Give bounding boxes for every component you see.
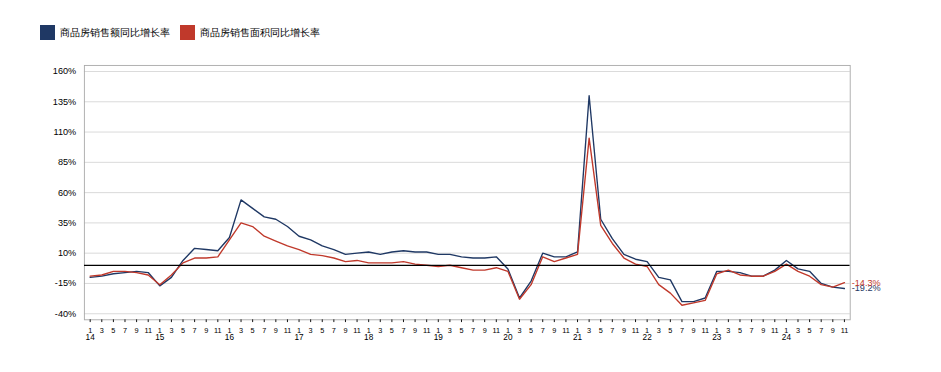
svg-text:160%: 160% (53, 66, 76, 76)
svg-text:9: 9 (761, 326, 765, 335)
svg-text:7: 7 (819, 326, 823, 335)
svg-text:5: 5 (529, 326, 533, 335)
svg-text:3: 3 (448, 326, 452, 335)
svg-text:24: 24 (782, 333, 792, 342)
svg-text:23: 23 (712, 333, 722, 342)
svg-text:7: 7 (680, 326, 684, 335)
svg-text:5: 5 (181, 326, 185, 335)
svg-text:5: 5 (320, 326, 324, 335)
svg-text:3: 3 (309, 326, 313, 335)
svg-text:5: 5 (251, 326, 255, 335)
svg-text:9: 9 (413, 326, 417, 335)
svg-text:5: 5 (599, 326, 603, 335)
svg-text:1: 1 (714, 326, 719, 336)
svg-text:22: 22 (643, 333, 653, 342)
svg-text:85%: 85% (58, 157, 76, 167)
svg-text:10%: 10% (58, 248, 76, 258)
svg-text:1: 1 (88, 326, 93, 336)
svg-text:135%: 135% (53, 97, 76, 107)
html-text:商品房销售额同比增长率: 商品房销售额同比增长率 (60, 25, 170, 39)
svg-text:3: 3 (239, 326, 243, 335)
svg-text:7: 7 (401, 326, 405, 335)
svg-text:9: 9 (552, 326, 556, 335)
svg-text:11: 11 (771, 326, 779, 335)
svg-text:19: 19 (434, 333, 444, 342)
svg-text:11: 11 (423, 326, 431, 335)
svg-text:110%: 110% (53, 127, 76, 137)
svg-text:1: 1 (575, 326, 580, 336)
svg-text:1: 1 (645, 326, 650, 336)
svg-text:1: 1 (366, 326, 371, 336)
svg-text:-14.3%: -14.3% (852, 278, 881, 288)
svg-text:9: 9 (831, 326, 835, 335)
svg-text:7: 7 (471, 326, 475, 335)
svg-text:11: 11 (284, 326, 292, 335)
svg-text:11: 11 (701, 326, 709, 335)
svg-text:5: 5 (390, 326, 394, 335)
svg-text:35%: 35% (58, 218, 76, 228)
svg-text:7: 7 (332, 326, 336, 335)
svg-text:9: 9 (274, 326, 278, 335)
svg-text:9: 9 (622, 326, 626, 335)
svg-text:1: 1 (505, 326, 510, 336)
svg-text:-19.2%: -19.2% (851, 283, 881, 294)
svg-text:3: 3 (517, 326, 521, 335)
svg-text:11: 11 (562, 326, 570, 335)
svg-text:-40%: -40% (55, 309, 76, 319)
svg-text:1: 1 (297, 326, 302, 336)
svg-text:18: 18 (364, 333, 374, 342)
svg-text:9: 9 (135, 326, 139, 335)
svg-text:3: 3 (587, 326, 591, 335)
svg-text:1: 1 (227, 326, 232, 336)
svg-text:5: 5 (459, 326, 463, 335)
svg-text:60%: 60% (58, 188, 76, 198)
svg-text:7: 7 (750, 326, 754, 335)
svg-text:3: 3 (726, 326, 730, 335)
svg-text:3: 3 (378, 326, 382, 335)
svg-text:9: 9 (692, 326, 696, 335)
svg-text:21: 21 (573, 333, 583, 342)
svg-text:17: 17 (294, 333, 304, 342)
svg-text:5: 5 (111, 326, 115, 335)
svg-text:7: 7 (262, 326, 266, 335)
svg-text:3: 3 (100, 326, 104, 335)
svg-text:20: 20 (503, 333, 513, 342)
svg-text:1: 1 (157, 326, 162, 336)
svg-text:7: 7 (193, 326, 197, 335)
svg-text:11: 11 (632, 326, 640, 335)
svg-text:7: 7 (541, 326, 545, 335)
svg-text:3: 3 (169, 326, 173, 335)
svg-text:16: 16 (225, 333, 235, 342)
svg-text:1: 1 (784, 326, 789, 336)
svg-text:11: 11 (353, 326, 361, 335)
svg-text:9: 9 (204, 326, 208, 335)
svg-text:11: 11 (144, 326, 152, 335)
svg-text:9: 9 (483, 326, 487, 335)
svg-text:5: 5 (808, 326, 812, 335)
svg-text:9: 9 (343, 326, 347, 335)
svg-text:11: 11 (214, 326, 222, 335)
svg-text:7: 7 (610, 326, 614, 335)
svg-text:15: 15 (155, 333, 165, 342)
svg-text:14: 14 (86, 333, 96, 342)
svg-text:1: 1 (436, 326, 441, 336)
html-text:商品房销售面积同比增长率: 商品房销售面积同比增长率 (200, 25, 320, 39)
svg-text:7: 7 (123, 326, 127, 335)
svg-text:11: 11 (841, 326, 849, 335)
svg-text:-15%: -15% (55, 278, 76, 288)
svg-text:11: 11 (493, 326, 501, 335)
svg-text:3: 3 (657, 326, 661, 335)
svg-text:5: 5 (668, 326, 672, 335)
svg-text:3: 3 (796, 326, 800, 335)
svg-text:5: 5 (738, 326, 742, 335)
